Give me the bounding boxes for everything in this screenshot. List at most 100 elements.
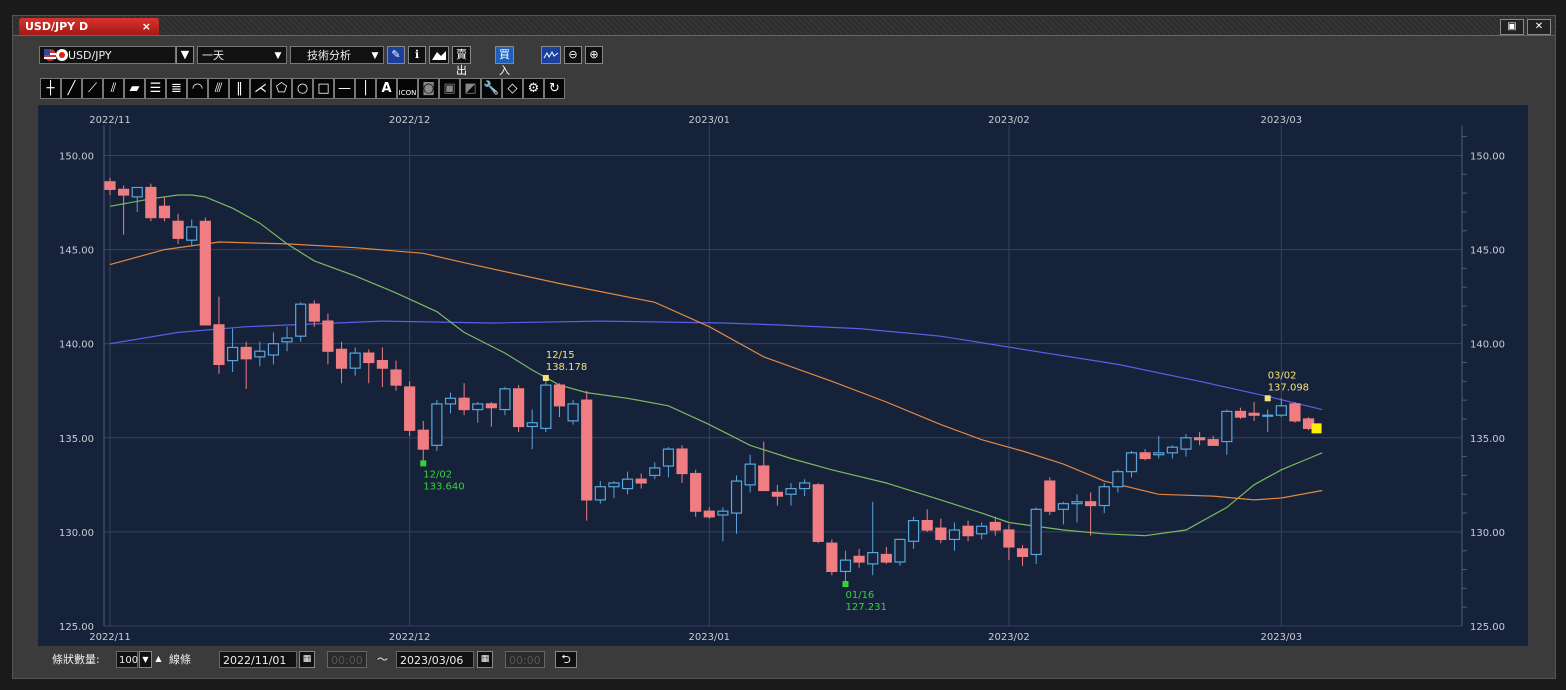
settings-icon[interactable]: ⚙	[523, 78, 544, 99]
eraser-icon[interactable]: ◇	[502, 78, 523, 99]
calendar-icon[interactable]: ▦	[299, 651, 315, 668]
wrench-icon[interactable]: 🔧	[481, 78, 502, 99]
candle-body	[404, 386, 416, 431]
candle-body	[1030, 508, 1042, 556]
symbol-select[interactable]: USD/JPY	[39, 46, 176, 64]
candle-body	[308, 303, 320, 322]
x-tick-label-bottom: 2022/12	[389, 632, 431, 643]
icon-icon[interactable]: ICON	[397, 78, 418, 99]
x-tick-label-bottom: 2023/03	[1261, 632, 1303, 643]
candle-body	[676, 448, 688, 475]
extended-line-icon[interactable]: ⫽	[103, 78, 124, 99]
candle-body	[172, 220, 184, 239]
increase-icon[interactable]: ▲	[152, 651, 165, 668]
vertical-lines-icon[interactable]: ‖	[229, 78, 250, 99]
count-value[interactable]: 100	[116, 651, 138, 668]
horizontal-line-icon[interactable]: —	[334, 78, 355, 99]
multi-lines-icon[interactable]: ≣	[166, 78, 187, 99]
y-tick-label-left: 135.00	[59, 434, 94, 445]
fib-lines-icon[interactable]: ⫻	[208, 78, 229, 99]
candle-body	[1003, 529, 1015, 548]
y-tick-label-left: 145.00	[59, 246, 94, 257]
pentagon-icon[interactable]: ⬠	[271, 78, 292, 99]
rectangle-icon[interactable]: □	[313, 78, 334, 99]
extreme-date-label: 12/02	[423, 469, 452, 480]
pitchfork-icon[interactable]: ⋌	[250, 78, 271, 99]
candle-body	[322, 320, 334, 352]
candle-body	[363, 352, 375, 364]
range-separator: 〜	[377, 653, 388, 666]
candle-body	[799, 482, 811, 490]
symbol-value: USD/JPY	[68, 49, 112, 62]
pencil-icon[interactable]: ✎	[387, 46, 405, 64]
extreme-value-label: 127.231	[845, 602, 886, 613]
circle-icon[interactable]: ○	[292, 78, 313, 99]
vertical-line-icon[interactable]: │	[355, 78, 376, 99]
text-icon[interactable]: A	[376, 78, 397, 99]
symbol-dropdown-icon[interactable]: ▼	[176, 46, 194, 64]
chart-canvas[interactable]: 125.00 125.00 130.00 130.00 135.00 135.00 140.…	[38, 105, 1528, 646]
ruler-icon[interactable]: ▰	[124, 78, 145, 99]
candle-body	[771, 491, 783, 497]
magnet-icon[interactable]: ↻	[544, 78, 565, 99]
candle-body	[254, 350, 266, 358]
horizontal-lines-icon[interactable]: ☰	[145, 78, 166, 99]
price-chart[interactable]: 125.00 125.00 130.00 130.00 135.00 135.00 140.…	[38, 105, 1528, 646]
extreme-date-label: 01/16	[845, 590, 874, 601]
zoom-in-icon[interactable]: ⊕	[585, 46, 603, 64]
y-tick-label-left: 125.00	[59, 622, 94, 633]
candle-body	[472, 403, 484, 411]
chevron-down-icon: ▼	[371, 51, 379, 61]
maximize-icon[interactable]: ▣	[1500, 19, 1524, 35]
candle-body	[1275, 405, 1287, 416]
buy-price-button[interactable]: 買入價	[495, 46, 514, 93]
calendar-icon[interactable]: ▦	[477, 651, 493, 668]
jp-flag-icon	[56, 49, 68, 61]
candle-body	[1180, 437, 1192, 450]
decrease-icon[interactable]: ▼	[139, 651, 152, 668]
waveform-icon[interactable]	[541, 46, 561, 64]
candle-body	[513, 388, 525, 428]
candle-body	[744, 463, 756, 486]
x-tick-label-top: 2023/02	[988, 115, 1030, 126]
return-icon[interactable]: ⮌	[555, 651, 577, 668]
to-time-field[interactable]: 00:00	[505, 651, 545, 668]
tech-analysis-select[interactable]: 技術分析 ▼	[290, 46, 384, 64]
candle-body	[267, 343, 280, 356]
crosshair-icon[interactable]: ┼	[40, 78, 61, 99]
extreme-date-label: 12/15	[546, 350, 575, 361]
period-select[interactable]: 一天 ▼	[197, 46, 287, 64]
close-icon[interactable]: ✕	[1527, 19, 1551, 35]
x-tick-label-top: 2023/03	[1261, 115, 1303, 126]
tab-usdjpy[interactable]: USD/JPY D ×	[19, 18, 159, 35]
zoom-out-icon[interactable]: ⊖	[564, 46, 582, 64]
tab-close-icon[interactable]: ×	[141, 20, 151, 33]
tool-c-icon[interactable]: ◩	[460, 78, 481, 99]
candle-body	[1153, 452, 1165, 456]
from-time-field[interactable]: 00:00	[327, 651, 367, 668]
y-tick-label-left: 150.00	[59, 151, 94, 162]
ray-line-icon[interactable]: ⟋	[82, 78, 103, 99]
candle-body	[131, 186, 143, 198]
to-date-field[interactable]: 2023/03/06	[396, 651, 474, 668]
sell-price-button[interactable]: 賣出價	[452, 46, 471, 93]
x-tick-label-bottom: 2023/02	[988, 632, 1030, 643]
fan-icon[interactable]: ◠	[187, 78, 208, 99]
tool-b-icon[interactable]: ▣	[439, 78, 460, 99]
extreme-value-label: 133.640	[423, 481, 464, 492]
info-icon[interactable]: ℹ	[408, 46, 426, 64]
candle-body	[540, 384, 552, 429]
candle-body	[1112, 471, 1124, 488]
candle-body	[213, 324, 225, 365]
line-icon[interactable]: ╱	[61, 78, 82, 99]
candle-body	[349, 352, 361, 369]
candle-body	[812, 484, 824, 542]
candle-body	[281, 337, 293, 343]
candle-body	[594, 486, 606, 501]
from-date-field[interactable]: 2022/11/01	[219, 651, 297, 668]
mountain-chart-icon[interactable]	[429, 46, 449, 64]
tool-a-icon[interactable]: ◙	[418, 78, 439, 99]
candle-body	[1057, 503, 1070, 510]
candle-body	[880, 553, 892, 563]
extreme-date-label: 03/02	[1268, 370, 1297, 381]
